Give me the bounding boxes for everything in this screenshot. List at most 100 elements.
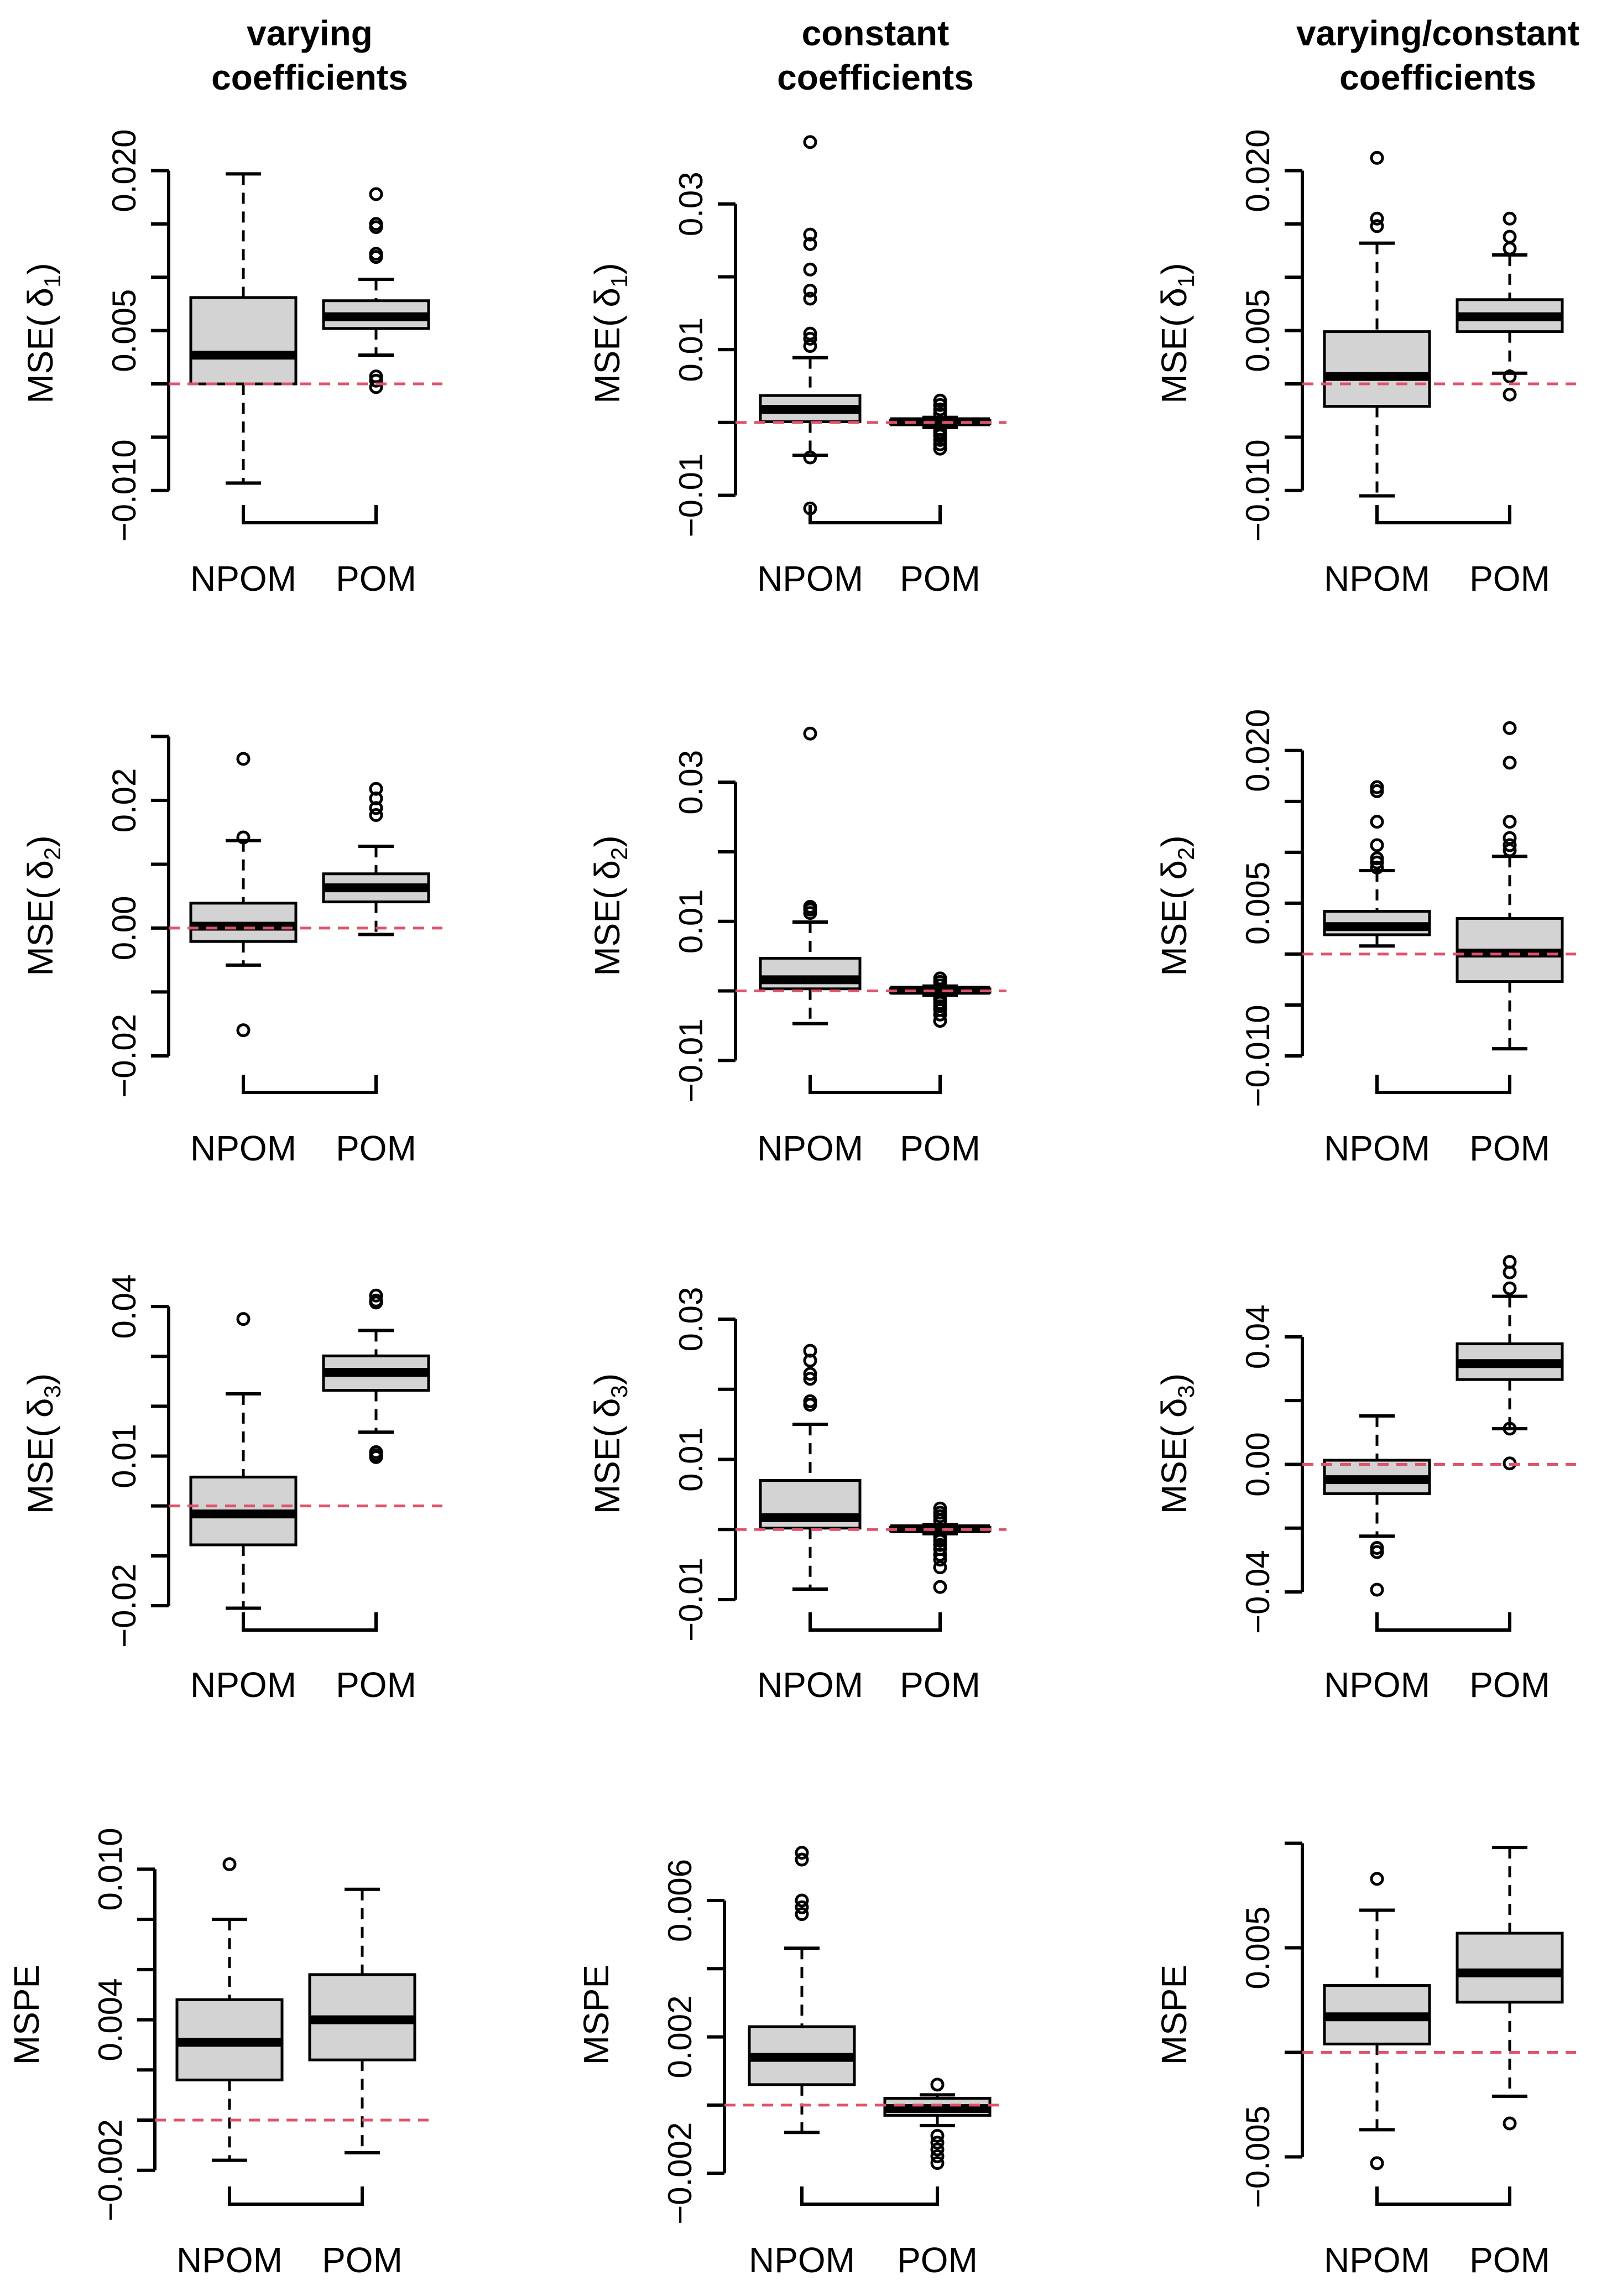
y-tick-label: 0.00 — [106, 896, 143, 961]
y-tick-label: 0.03 — [672, 1287, 710, 1352]
y-tick-label: 0.004 — [92, 1978, 129, 2061]
x-axis-line — [228, 2186, 364, 2206]
y-axis-label: MSE(δ3) — [1154, 1373, 1199, 1514]
outlier-point — [369, 801, 383, 815]
outlier-point — [803, 227, 817, 242]
x-category-label: NPOM — [757, 1665, 863, 1705]
outlier-point — [1370, 815, 1384, 829]
x-category-label: NPOM — [749, 2240, 855, 2280]
y-axis-label: MSE(δ2) — [587, 835, 632, 976]
outlier-point — [1370, 1872, 1384, 1886]
y-label-paren: ) — [587, 263, 627, 274]
outlier-point — [795, 1900, 809, 1914]
y-label-greek: δ — [587, 860, 627, 880]
y-tick-label: 0.01 — [672, 889, 710, 954]
x-category-label: NPOM — [757, 1128, 863, 1168]
y-label-main: MSPE — [7, 1965, 46, 2065]
outlier-point — [1370, 838, 1384, 852]
x-category-label: NPOM — [1324, 559, 1430, 598]
y-label-paren: ) — [20, 835, 60, 847]
y-label-main: MSE( — [1154, 888, 1194, 976]
y-axis-label: MSE(δ3) — [587, 1373, 632, 1514]
outlier-point — [369, 1295, 383, 1310]
y-label-subscript: 1 — [1173, 275, 1199, 288]
y-label-main: MSPE — [576, 1965, 616, 2065]
y-axis-label: MSE(δ1) — [20, 263, 65, 403]
x-axis-line — [808, 505, 942, 524]
y-tick-label: 0.01 — [106, 1424, 143, 1488]
y-label-greek: δ — [1154, 1398, 1194, 1418]
outlier-point — [930, 2136, 945, 2150]
x-axis-line — [1375, 505, 1511, 524]
column-title-varying-constant: varying/constant coefficients — [1296, 13, 1580, 97]
x-category-label: POM — [1469, 1665, 1550, 1705]
outlier-point — [1503, 387, 1517, 402]
y-label-greek: δ — [1154, 860, 1194, 880]
outlier-point — [1503, 1422, 1517, 1436]
y-tick-label: 0.020 — [1239, 129, 1276, 212]
y-label-subscript: 2 — [39, 847, 65, 860]
outlier-point — [803, 450, 817, 465]
x-axis-line — [242, 1075, 378, 1094]
outlier-point — [803, 1353, 817, 1368]
outlier-point — [1370, 2156, 1384, 2170]
y-tick-label: 0.002 — [661, 1995, 698, 2078]
x-axis-line — [808, 1612, 942, 1632]
outlier-point — [803, 283, 817, 298]
outlier-point — [236, 1312, 251, 1326]
outlier-point — [803, 1372, 817, 1386]
outlier-point — [1503, 815, 1517, 829]
x-category-label: NPOM — [1324, 1665, 1430, 1705]
outlier-point — [933, 433, 947, 447]
outlier-point — [803, 1367, 817, 1381]
y-tick-label: −0.01 — [672, 1558, 710, 1642]
outlier-point — [933, 1014, 947, 1028]
y-axis-label: MSE(δ2) — [20, 835, 65, 976]
outlier-point — [933, 1580, 947, 1594]
y-label-greek: δ — [1154, 288, 1194, 308]
outlier-point — [930, 2156, 945, 2170]
x-axis-line — [1375, 2186, 1511, 2206]
y-label-greek: δ — [20, 1398, 60, 1418]
outlier-point — [795, 1846, 809, 1860]
outlier-point — [933, 1553, 947, 1567]
x-category-label: POM — [900, 559, 980, 598]
y-axis-label: MSE(δ1) — [587, 263, 632, 403]
y-axis-label: MSE(δ2) — [1154, 835, 1199, 976]
y-label-main: MSE( — [1154, 315, 1194, 404]
y-label-main: MSE( — [587, 315, 627, 404]
outlier-point — [933, 402, 947, 416]
x-category-label: POM — [900, 1665, 980, 1705]
outlier-point — [236, 1023, 251, 1038]
y-tick-label: 0.010 — [92, 1828, 129, 1910]
outlier-point — [803, 501, 817, 516]
y-tick-label: −0.010 — [1239, 439, 1276, 542]
outlier-point — [803, 135, 817, 149]
y-label-greek: δ — [587, 1398, 627, 1418]
outlier-point — [1503, 369, 1517, 384]
outlier-point — [369, 808, 383, 822]
outlier-point — [1503, 2116, 1517, 2131]
y-label-main: MSE( — [20, 1425, 60, 1514]
outlier-point — [933, 1529, 947, 1544]
y-label-main: MSE( — [587, 1425, 627, 1514]
outlier-point — [236, 752, 251, 766]
y-tick-label: 0.01 — [672, 1427, 710, 1492]
x-axis-line — [808, 1075, 942, 1094]
y-tick-label: 0.020 — [1239, 709, 1276, 792]
y-label-greek: δ — [20, 288, 60, 308]
y-label-greek: δ — [587, 288, 627, 308]
outlier-point — [933, 1534, 947, 1548]
outlier-point — [369, 220, 383, 235]
y-tick-label: 0.04 — [1239, 1304, 1276, 1369]
y-tick-label: 0.02 — [106, 768, 143, 833]
y-tick-label: 0.005 — [1239, 1906, 1276, 1989]
y-tick-label: −0.002 — [92, 2119, 129, 2221]
outlier-point — [933, 1513, 947, 1528]
outlier-point — [369, 187, 383, 201]
y-label-paren: ) — [1154, 1373, 1194, 1385]
x-axis-line — [800, 2186, 939, 2206]
y-tick-label: −0.02 — [106, 1014, 143, 1098]
outlier-point — [795, 1893, 809, 1908]
y-label-paren: ) — [587, 1373, 627, 1385]
